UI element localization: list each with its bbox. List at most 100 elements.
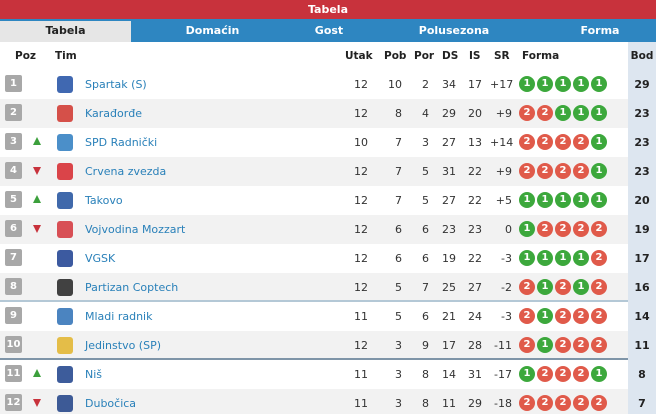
- table-row[interactable]: 9 Mladi radnik 11 5 6 21 24 -3 2 1 2 2 2 14: [0, 302, 656, 331]
- form-win-badge[interactable]: 1: [573, 192, 589, 208]
- form-loss-badge[interactable]: 2: [591, 395, 607, 411]
- position-badge: 5: [5, 191, 22, 208]
- team-name-link[interactable]: Spartak (S): [85, 78, 147, 91]
- form-loss-badge[interactable]: 2: [537, 163, 553, 179]
- form-loss-badge[interactable]: 2: [591, 308, 607, 324]
- form-loss-badge[interactable]: 2: [537, 134, 553, 150]
- form-loss-badge[interactable]: 2: [573, 134, 589, 150]
- form-win-badge[interactable]: 1: [555, 250, 571, 266]
- header-ds: DS: [442, 50, 459, 62]
- team-name-link[interactable]: Karađorđe: [85, 107, 143, 120]
- form-loss-badge[interactable]: 2: [555, 279, 571, 295]
- form-win-badge[interactable]: 1: [555, 105, 571, 121]
- table-row[interactable]: 2 Karađorđe 12 8 4 29 20 +9 2 2 1 1 1 23: [0, 99, 656, 128]
- form-loss-badge[interactable]: 2: [519, 395, 535, 411]
- jedinstvo-logo: [55, 335, 75, 356]
- table-row[interactable]: 8 Partizan Coptech 12 5 7 25 27 -2 2 1 2 1 2 16: [0, 273, 656, 302]
- table-row[interactable]: 4 Crvena zvezda 12 7 5 31 22 +9 2 2 2 2 1 23: [0, 157, 656, 186]
- cell-sr: -3: [501, 252, 512, 265]
- form-win-badge[interactable]: 1: [591, 366, 607, 382]
- form-win-badge[interactable]: 1: [591, 192, 607, 208]
- tab-domacin[interactable]: Domaćin: [185, 24, 240, 37]
- form-loss-badge[interactable]: 2: [555, 308, 571, 324]
- team-name-link[interactable]: Takovo: [85, 194, 123, 207]
- form-win-badge[interactable]: 1: [555, 192, 571, 208]
- team-name-link[interactable]: VGSK: [85, 252, 116, 265]
- form-loss-badge[interactable]: 2: [537, 395, 553, 411]
- form-win-badge[interactable]: 1: [537, 192, 553, 208]
- form-loss-badge[interactable]: 2: [537, 105, 553, 121]
- form-loss-badge[interactable]: 2: [555, 366, 571, 382]
- cell-utak: 12: [354, 107, 368, 120]
- form-win-badge[interactable]: 1: [519, 250, 535, 266]
- form-win-badge[interactable]: 1: [573, 250, 589, 266]
- nis-logo: [55, 364, 75, 385]
- form-loss-badge[interactable]: 2: [573, 366, 589, 382]
- form-win-badge[interactable]: 1: [519, 366, 535, 382]
- form-win-badge[interactable]: 1: [537, 308, 553, 324]
- team-name-link[interactable]: Mladi radnik: [85, 310, 153, 323]
- form-win-badge[interactable]: 1: [519, 221, 535, 237]
- table-row[interactable]: 5 Takovo 12 7 5 27 22 +5 1 1 1 1 1 20: [0, 186, 656, 215]
- form-win-badge[interactable]: 1: [573, 76, 589, 92]
- form-loss-badge[interactable]: 2: [573, 395, 589, 411]
- table-row[interactable]: 1 Spartak (S) 12 10 2 34 17 +17 1 1 1 1 1 29: [0, 70, 656, 99]
- form-win-badge[interactable]: 1: [573, 279, 589, 295]
- team-name-link[interactable]: Vojvodina Mozzart: [85, 223, 186, 236]
- form-win-badge[interactable]: 1: [591, 163, 607, 179]
- form-loss-badge[interactable]: 2: [555, 337, 571, 353]
- team-name-link[interactable]: Crvena zvezda: [85, 165, 167, 178]
- form-loss-badge[interactable]: 2: [537, 221, 553, 237]
- standings-table: 1 Spartak (S) 12 10 2 34 17 +17 1 1 1 1 1 29 2 Karađorđ…: [0, 70, 656, 414]
- team-name-link[interactable]: Dubočica: [85, 397, 137, 410]
- table-row[interactable]: 3 SPD Radnički 10 7 3 27 13 +14 2 2 2 2 1 23: [0, 128, 656, 157]
- form-loss-badge[interactable]: 2: [573, 221, 589, 237]
- form-win-badge[interactable]: 1: [591, 76, 607, 92]
- form-win-badge[interactable]: 1: [519, 76, 535, 92]
- form-loss-badge[interactable]: 2: [591, 337, 607, 353]
- form-loss-badge[interactable]: 2: [555, 221, 571, 237]
- form-win-badge[interactable]: 1: [537, 250, 553, 266]
- table-row[interactable]: 11 Niš 11 3 8 14 31 -17 1 2 2 2 1 8: [0, 360, 656, 389]
- form-win-badge[interactable]: 1: [591, 134, 607, 150]
- team-name-link[interactable]: Partizan Coptech: [85, 281, 179, 294]
- form-loss-badge[interactable]: 2: [573, 308, 589, 324]
- form-loss-badge[interactable]: 2: [519, 279, 535, 295]
- form-win-badge[interactable]: 1: [555, 76, 571, 92]
- form-win-badge[interactable]: 1: [537, 337, 553, 353]
- tab-forma[interactable]: Forma: [580, 24, 620, 37]
- form-loss-badge[interactable]: 2: [591, 250, 607, 266]
- form-loss-badge[interactable]: 2: [555, 395, 571, 411]
- table-row[interactable]: 10 Jedinstvo (SP) 12 3 9 17 28 -11 2 1 2 2 2 11: [0, 331, 656, 360]
- form-win-badge[interactable]: 1: [537, 279, 553, 295]
- table-row[interactable]: 6 Vojvodina Mozzart 12 6 6 23 23 0 1 2 2 2 2 19: [0, 215, 656, 244]
- form-loss-badge[interactable]: 2: [519, 105, 535, 121]
- form-loss-badge[interactable]: 2: [537, 366, 553, 382]
- cell-is: 28: [468, 339, 482, 352]
- form-loss-badge[interactable]: 2: [591, 221, 607, 237]
- form-win-badge[interactable]: 1: [591, 105, 607, 121]
- form-win-badge[interactable]: 1: [519, 192, 535, 208]
- table-row[interactable]: 12 Dubočica 11 3 8 11 29 -18 2 2 2 2 2 7: [0, 389, 656, 414]
- form-win-badge[interactable]: 1: [537, 76, 553, 92]
- form-loss-badge[interactable]: 2: [573, 337, 589, 353]
- form-loss-badge[interactable]: 2: [573, 163, 589, 179]
- form-win-badge[interactable]: 1: [573, 105, 589, 121]
- form-loss-badge[interactable]: 2: [555, 134, 571, 150]
- table-row[interactable]: 7 VGSK 12 6 6 19 22 -3 1 1 1 1 2 17: [0, 244, 656, 273]
- tab-gost[interactable]: Gost: [314, 24, 344, 37]
- team-name-link[interactable]: SPD Radnički: [85, 136, 158, 149]
- team-name-link[interactable]: Jedinstvo (SP): [85, 339, 162, 352]
- form-loss-badge[interactable]: 2: [519, 308, 535, 324]
- form-loss-badge[interactable]: 2: [591, 279, 607, 295]
- form-loss-badge[interactable]: 2: [519, 337, 535, 353]
- form-loss-badge[interactable]: 2: [519, 163, 535, 179]
- form-loss-badge[interactable]: 2: [555, 163, 571, 179]
- team-name-link[interactable]: Niš: [85, 368, 103, 381]
- tab-polusezona[interactable]: Polusezona: [418, 24, 490, 37]
- tab-tabela[interactable]: Tabela: [0, 19, 131, 42]
- cell-sr: +14: [490, 136, 514, 149]
- form-loss-badge[interactable]: 2: [519, 134, 535, 150]
